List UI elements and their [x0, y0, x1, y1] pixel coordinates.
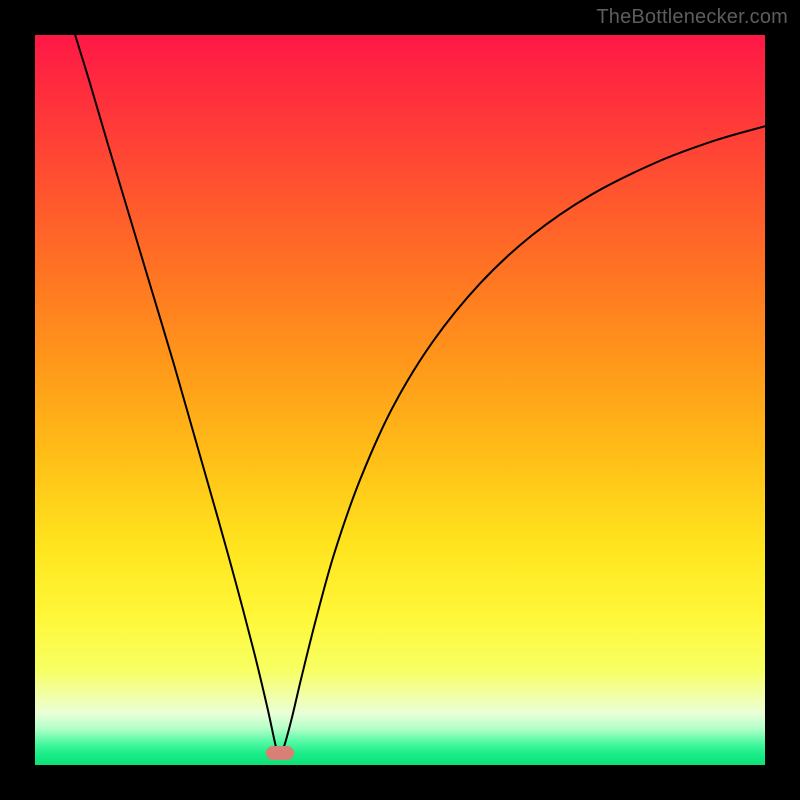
watermark-text: TheBottlenecker.com [596, 6, 788, 29]
plot-area [35, 35, 765, 765]
vertex-marker [266, 746, 294, 760]
bottleneck-curve [35, 35, 765, 765]
